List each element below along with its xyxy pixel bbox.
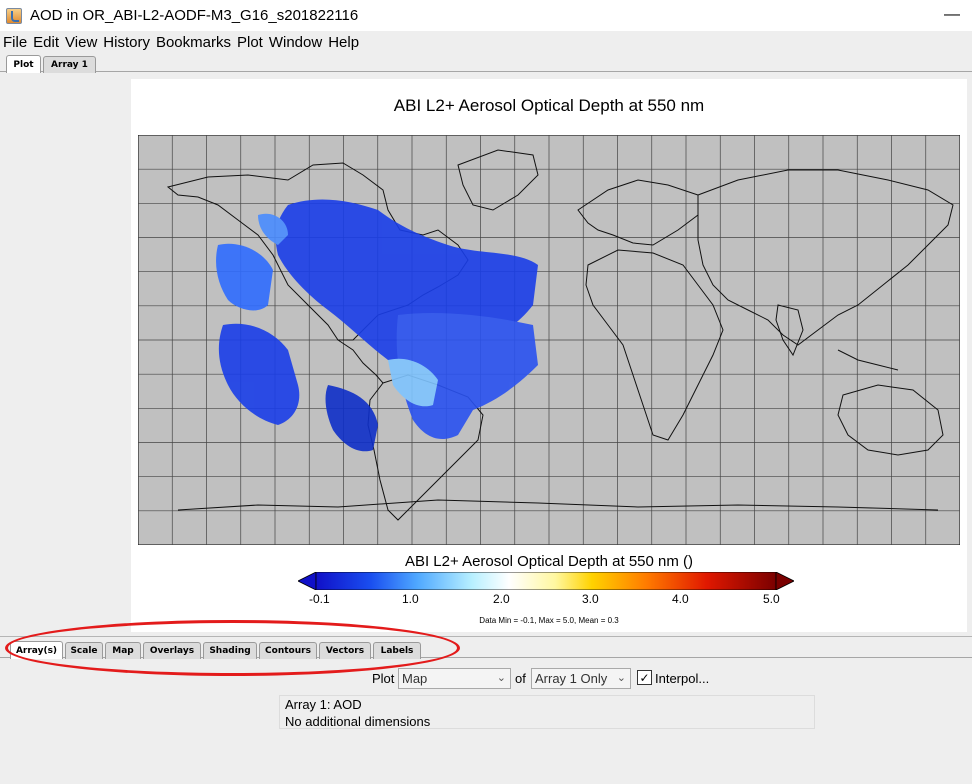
colorbar-right-arrow: [775, 572, 794, 590]
chevron-down-icon: ⌄: [496, 672, 506, 684]
menu-bar: File Edit View History Bookmarks Plot Wi…: [0, 31, 972, 53]
view-tabs: Plot Array 1: [0, 54, 972, 73]
tab-plot[interactable]: Plot: [6, 55, 41, 73]
java-cup-icon: [6, 7, 22, 24]
window-title: AOD in OR_ABI-L2-AODF-M3_G16_s201822116: [30, 7, 359, 24]
dimensions-text: No additional dimensions: [285, 714, 431, 729]
array-info-panel: Array 1: AOD No additional dimensions: [279, 695, 815, 729]
array-name-text: Array 1: AOD: [285, 697, 362, 712]
colorbar-left-arrow: [298, 572, 317, 590]
of-label: of: [515, 671, 526, 686]
interpolate-checkbox[interactable]: ✓: [637, 670, 652, 685]
colorbar-tick: 4.0: [672, 592, 689, 606]
menu-plot[interactable]: Plot: [236, 33, 263, 51]
divider: [0, 636, 972, 637]
colorbar: [298, 572, 794, 590]
colorbar-tick: 3.0: [582, 592, 599, 606]
colorbar-tick: 5.0: [763, 592, 780, 606]
plot-type-value: Map: [402, 671, 428, 686]
data-stats: Data Min = -0.1, Max = 5.0, Mean = 0.3: [479, 616, 619, 625]
menu-edit[interactable]: Edit: [33, 33, 60, 51]
aod-data-layer: [216, 199, 538, 452]
minimize-button[interactable]: —: [944, 6, 960, 23]
tab-shading[interactable]: Shading: [203, 642, 257, 659]
menu-history[interactable]: History: [103, 33, 150, 51]
tab-labels[interactable]: Labels: [373, 642, 421, 659]
tab-arrays[interactable]: Array(s): [10, 641, 63, 659]
title-bar: AOD in OR_ABI-L2-AODF-M3_G16_s201822116 …: [0, 0, 972, 31]
colorbar-title: ABI L2+ Aerosol Optical Depth at 550 nm …: [404, 553, 694, 570]
plot-panel: ABI L2+ Aerosol Optical Depth at 550 nm: [131, 79, 967, 632]
options-tabs: Array(s) Scale Map Overlays Shading Cont…: [0, 640, 972, 659]
check-icon: ✓: [639, 670, 650, 685]
interpolate-label: Interpol...: [655, 671, 710, 686]
plot-type-label: Plot: [372, 671, 395, 686]
colorbar-gradient: [315, 572, 777, 590]
menu-bookmarks[interactable]: Bookmarks: [155, 33, 231, 51]
plot-title: ABI L2+ Aerosol Optical Depth at 550 nm: [393, 96, 705, 115]
colorbar-tick: 2.0: [493, 592, 510, 606]
plot-type-select[interactable]: Map ⌄: [398, 668, 511, 689]
colorbar-tick: 1.0: [402, 592, 419, 606]
menu-window[interactable]: Window: [268, 33, 323, 51]
tab-array-1[interactable]: Array 1: [43, 56, 96, 73]
plot-controls: Plot Map ⌄ of Array 1 Only ⌄ ✓ Interpol.…: [0, 668, 972, 690]
world-map[interactable]: [138, 135, 960, 545]
array-select[interactable]: Array 1 Only ⌄: [531, 668, 631, 689]
menu-file[interactable]: File: [3, 33, 28, 51]
colorbar-tick: -0.1: [309, 592, 330, 606]
tab-overlays[interactable]: Overlays: [143, 642, 201, 659]
chevron-down-icon: ⌄: [616, 672, 626, 684]
tab-map[interactable]: Map: [105, 642, 141, 659]
tab-scale[interactable]: Scale: [65, 642, 103, 659]
array-select-value: Array 1 Only: [535, 671, 608, 686]
menu-help[interactable]: Help: [328, 33, 360, 51]
tab-vectors[interactable]: Vectors: [319, 642, 371, 659]
tab-contours[interactable]: Contours: [259, 642, 317, 659]
menu-view[interactable]: View: [65, 33, 98, 51]
